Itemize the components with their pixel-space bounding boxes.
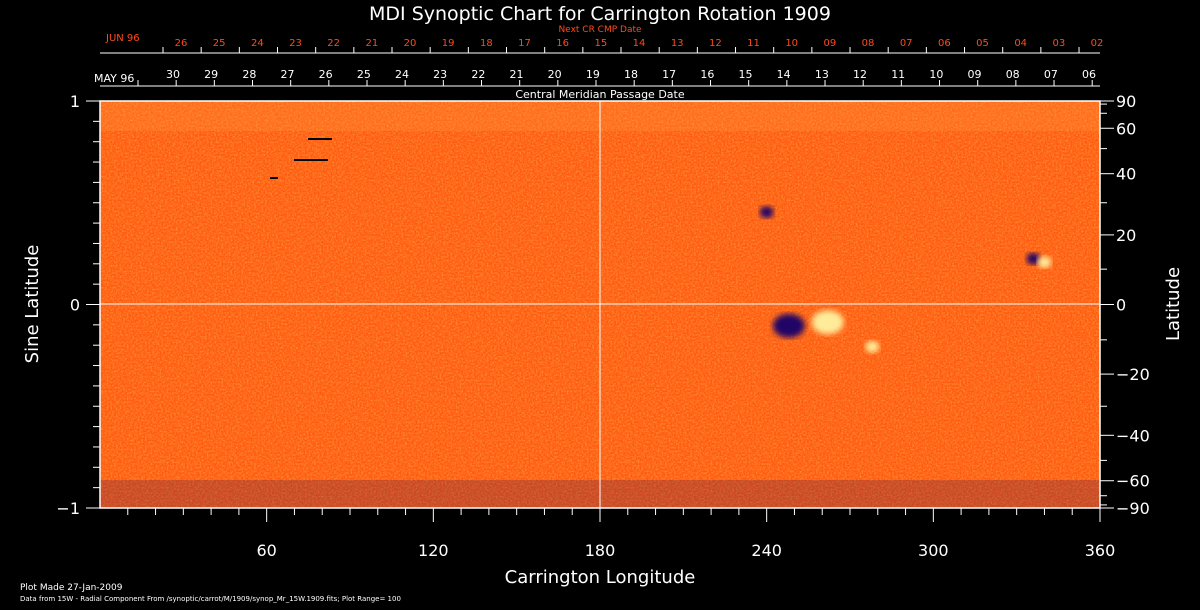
y-axis-right-label: Latitude: [1163, 267, 1184, 341]
y-axis-left-label: Sine Latitude: [22, 245, 43, 364]
cmp-date-label: 10: [929, 68, 943, 81]
active-region-negative: [759, 206, 774, 219]
next-date-label: 12: [709, 38, 722, 49]
next-date-label: 08: [862, 38, 875, 49]
chart-title: MDI Synoptic Chart for Carrington Rotati…: [369, 3, 831, 25]
y-right-tick-label: 40: [1116, 165, 1136, 184]
cmp-date-label: 08: [1006, 68, 1020, 81]
cmp-date-label: 16: [700, 68, 714, 81]
next-date-label: 04: [1014, 38, 1027, 49]
cmp-date-label: 12: [853, 68, 867, 81]
cmp-date-label: 09: [968, 68, 982, 81]
cmp-date-label: 13: [815, 68, 829, 81]
cmp-dates-axis: 30 29 28 27 26 25 24 23 22 21 20 19 18 17 16 15 14 13 12 11…: [137, 68, 1096, 86]
y-axis-right: 90 60 40 20 0 −20 −40 −60 −90: [1100, 92, 1150, 518]
y-right-tick-label: −40: [1116, 426, 1150, 445]
next-date-label: 05: [976, 38, 989, 49]
next-date-label: 23: [289, 38, 302, 49]
next-date-label: 18: [480, 38, 493, 49]
next-date-label: 20: [404, 38, 417, 49]
top-axis-title: Central Meridian Passage Date: [515, 88, 684, 101]
next-date-label: 25: [213, 38, 226, 49]
cmp-date-label: 17: [662, 68, 676, 81]
next-date-label: 13: [671, 38, 684, 49]
x-tick-label: 120: [418, 541, 449, 560]
y-right-tick-label: −20: [1116, 365, 1150, 384]
cmp-date-label: 18: [624, 68, 638, 81]
next-date-label: 26: [175, 38, 188, 49]
next-date-label: 10: [785, 38, 798, 49]
cmp-date-label: 21: [510, 68, 524, 81]
cmp-date-label: 27: [281, 68, 295, 81]
cmp-date-label: 25: [357, 68, 371, 81]
next-date-label: 03: [1052, 38, 1065, 49]
y-right-tick-label: 90: [1116, 92, 1136, 111]
active-region-positive: [811, 310, 844, 335]
cmp-date-label: 29: [204, 68, 218, 81]
cmp-date-label: 07: [1044, 68, 1058, 81]
cmp-date-label: 11: [891, 68, 905, 81]
next-date-label: 14: [633, 38, 646, 49]
y-right-tick-label: −60: [1116, 472, 1150, 491]
active-region-positive: [865, 340, 880, 353]
next-date-label: 02: [1091, 38, 1104, 49]
next-date-label: 11: [747, 38, 760, 49]
cmp-date-label: 20: [548, 68, 562, 81]
x-tick-label: 60: [256, 541, 276, 560]
next-date-label: 09: [823, 38, 836, 49]
next-date-label: 24: [251, 38, 264, 49]
cmp-month-label: MAY 96: [94, 72, 134, 85]
y-right-tick-label: 20: [1116, 226, 1136, 245]
cmp-date-label: 23: [433, 68, 447, 81]
x-axis-label: Carrington Longitude: [505, 567, 696, 588]
cmp-date-label: 24: [395, 68, 409, 81]
next-dates-axis: 26 25 24 23 22 21 20 19 18 17 16 15 14 13 12 11 10 09 08 07…: [162, 38, 1104, 53]
active-region-positive: [1037, 256, 1052, 269]
next-date-label: 17: [518, 38, 531, 49]
next-dates-title: Next CR CMP Date: [558, 25, 642, 35]
cmp-date-label: 28: [242, 68, 256, 81]
active-region-negative: [772, 313, 805, 338]
y-left-tick-label: 1: [70, 92, 80, 111]
y-axis-left: −1 0 1: [56, 92, 100, 518]
x-tick-label: 240: [751, 541, 782, 560]
next-date-label: 16: [556, 38, 569, 49]
next-date-label: 19: [442, 38, 455, 49]
next-date-label: 06: [938, 38, 951, 49]
x-tick-label: 360: [1085, 541, 1116, 560]
cmp-date-label: 30: [166, 68, 180, 81]
cmp-date-label: 15: [739, 68, 753, 81]
cmp-date-label: 06: [1082, 68, 1096, 81]
next-date-label: 22: [327, 38, 340, 49]
next-date-label: 21: [365, 38, 378, 49]
y-left-tick-label: −1: [56, 499, 80, 518]
data-source-note: Data from 15W - Radial Component From /s…: [20, 595, 401, 603]
next-date-label: 15: [594, 38, 607, 49]
x-axis: 60 120 180 240 300 360: [127, 508, 1116, 560]
y-right-tick-label: −90: [1116, 499, 1150, 518]
next-month-label: JUN 96: [105, 33, 140, 44]
cmp-date-label: 26: [319, 68, 333, 81]
active-regions: [759, 206, 1052, 353]
cmp-date-label: 22: [471, 68, 485, 81]
y-right-tick-label: 60: [1116, 119, 1136, 138]
x-tick-label: 180: [585, 541, 616, 560]
x-tick-label: 300: [918, 541, 949, 560]
y-left-tick-label: 0: [70, 296, 80, 315]
cmp-date-label: 14: [777, 68, 791, 81]
y-right-tick-label: 0: [1116, 296, 1126, 315]
plot-made-note: Plot Made 27-Jan-2009: [20, 583, 123, 593]
active-region-negative: [1026, 252, 1041, 265]
next-date-label: 07: [900, 38, 913, 49]
cmp-date-label: 19: [586, 68, 600, 81]
